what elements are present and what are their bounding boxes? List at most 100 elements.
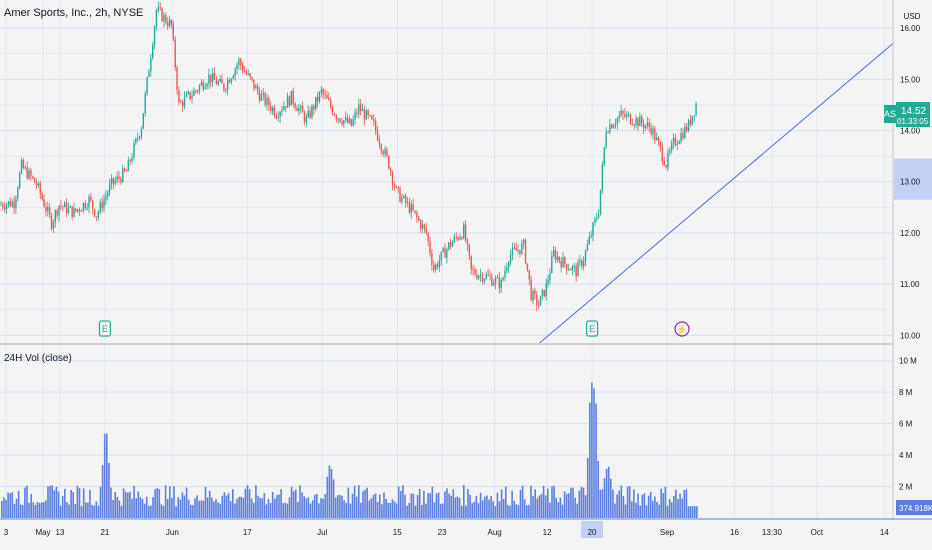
- candle-body: [433, 264, 435, 271]
- candle-body: [639, 116, 641, 126]
- volume-bar: [565, 493, 568, 518]
- time-axis-tick: 15: [393, 528, 402, 537]
- candle-body: [189, 91, 191, 99]
- candle-body: [695, 103, 697, 116]
- price-axis-labels: 16.00 15.00 14.00 13.00 12.00 11.00 10.00: [900, 24, 921, 340]
- volume-bar: [507, 504, 509, 518]
- candle-body: [446, 248, 448, 258]
- volume-bar: [557, 502, 560, 518]
- volume-bar: [450, 495, 452, 518]
- candle-body: [509, 254, 512, 263]
- candle-body: [356, 112, 358, 114]
- volume-bar: [47, 486, 49, 518]
- price-axis-tick: 11.00: [900, 280, 920, 289]
- candle-body: [324, 94, 326, 96]
- volume-bar: [108, 462, 110, 518]
- currency-label[interactable]: USD: [904, 12, 921, 21]
- candle-body: [133, 143, 135, 158]
- volume-bar: [288, 497, 291, 518]
- candle-body: [86, 207, 88, 209]
- volume-bar: [215, 499, 217, 518]
- volume-bar: [490, 496, 492, 518]
- volume-bar: [141, 498, 144, 518]
- candle-body: [592, 222, 594, 236]
- volume-bar: [612, 489, 614, 518]
- symbol-tag[interactable]: AS: [884, 105, 896, 123]
- volume-bar: [28, 502, 30, 518]
- volume-bar: [427, 492, 429, 518]
- candle-body: [123, 168, 126, 171]
- volume-bar: [641, 494, 644, 518]
- candle-body: [137, 138, 139, 140]
- volume-bar: [145, 496, 148, 518]
- volume-bar: [232, 489, 234, 518]
- candle-body: [341, 121, 343, 125]
- volume-bar: [38, 503, 41, 518]
- candle-body: [536, 294, 538, 306]
- candle-body: [513, 247, 516, 249]
- volume-bar: [582, 487, 585, 518]
- candle-body: [67, 207, 70, 214]
- candle-body: [333, 113, 336, 116]
- volume-bar: [185, 487, 188, 518]
- candle-body: [335, 115, 338, 120]
- candle-body: [464, 224, 467, 241]
- candle-body: [116, 176, 118, 181]
- candle-body: [33, 177, 36, 183]
- candle-body: [689, 120, 692, 125]
- price-axis[interactable]: [893, 0, 932, 550]
- candle-body: [9, 201, 12, 207]
- candle-body: [644, 125, 647, 129]
- candle-body: [397, 187, 399, 189]
- volume-bar: [616, 494, 618, 518]
- volume-bar: [654, 496, 656, 518]
- volume-bar: [515, 504, 518, 518]
- volume-bar: [103, 433, 106, 518]
- candle-body: [255, 85, 257, 89]
- candle-body: [389, 168, 392, 173]
- volume-bar: [244, 488, 247, 518]
- volume-bar: [423, 490, 425, 518]
- candle-body: [78, 209, 81, 212]
- volume-bar: [173, 486, 175, 518]
- candle-body: [2, 204, 4, 208]
- time-axis[interactable]: [0, 519, 932, 550]
- volume-bar: [374, 493, 377, 518]
- volume-bar: [607, 466, 610, 518]
- volume-bar: [568, 493, 570, 518]
- trendline[interactable]: [539, 0, 932, 344]
- candle-body: [434, 264, 437, 271]
- time-axis-labels: 3 May 13 21 Jun 17 Jul 15 23 Aug 12 20 Sep 16 13:30 Oct…: [4, 521, 889, 538]
- volume-bar: [538, 495, 541, 518]
- volume-bar: [683, 489, 686, 518]
- volume-bar: [9, 493, 11, 518]
- volume-bar: [80, 506, 83, 518]
- candle-body: [567, 269, 570, 271]
- candle-body: [206, 83, 208, 87]
- candle-body: [605, 132, 607, 148]
- candle-body: [270, 106, 272, 112]
- candle-body: [48, 207, 51, 215]
- candle-body: [18, 173, 21, 189]
- volume-bar: [370, 498, 373, 518]
- volume-bar: [206, 497, 209, 518]
- candle-body: [0, 204, 2, 206]
- countdown-timer: 01:33:05: [897, 117, 929, 126]
- candle-body: [326, 94, 328, 99]
- candle-body: [564, 257, 566, 265]
- candle-body: [69, 206, 71, 208]
- volume-bar: [570, 487, 572, 518]
- candle-body: [614, 123, 617, 126]
- volume-bar: [439, 503, 442, 518]
- volume-bar: [332, 479, 335, 518]
- candle-body: [669, 150, 671, 153]
- candle-body: [408, 202, 411, 213]
- volume-axis-tick: 10 M: [899, 357, 917, 366]
- candle-body: [330, 99, 332, 107]
- candle-body: [97, 211, 100, 218]
- volume-bar: [496, 492, 499, 518]
- volume-bar: [179, 499, 182, 518]
- volume-bar: [660, 488, 662, 518]
- volume-bar: [673, 496, 675, 518]
